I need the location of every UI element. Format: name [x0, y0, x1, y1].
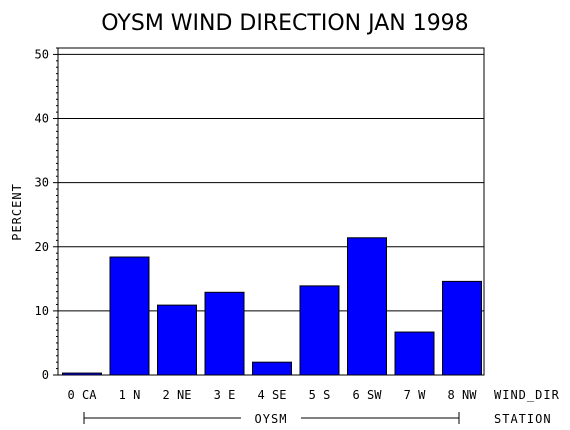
x-axis-label: WIND_DIR	[494, 388, 560, 402]
x-tick-label: 1 N	[119, 388, 141, 402]
y-tick-label: 20	[35, 240, 49, 254]
bar	[394, 331, 435, 376]
bar	[299, 285, 340, 376]
chart-title: OYSM WIND DIRECTION JAN 1998	[101, 11, 468, 36]
y-axis-label: PERCENT	[10, 183, 24, 241]
bar	[442, 280, 482, 376]
x-tick-label: 0 CA	[68, 388, 98, 402]
x-tick-label: 2 NE	[163, 388, 192, 402]
y-tick-labels: 0 10 20 30 40 50	[35, 47, 58, 382]
plot-frame	[57, 47, 485, 376]
y-minor-ticks	[56, 47, 58, 370]
station-axis-label: STATION	[494, 412, 552, 426]
y-tick-label: 10	[35, 304, 49, 318]
y-tick-label: 40	[35, 112, 49, 126]
x-tick-labels: 0 CA 1 N 2 NE 3 E 4 SE 5 S 6 SW 7 W 8 NW	[68, 388, 478, 402]
bar	[347, 237, 387, 376]
x-tick-label: 7 W	[404, 388, 426, 402]
y-tick-label: 30	[35, 176, 49, 190]
station-bracket	[83, 412, 460, 424]
x-tick-label: 6 SW	[353, 388, 383, 402]
bar	[157, 304, 197, 376]
x-tick-label: 8 NW	[448, 388, 478, 402]
y-tick-label: 50	[35, 47, 49, 61]
bar	[252, 361, 292, 376]
station-group-label: OYSM	[255, 412, 288, 426]
x-tick-label: 4 SE	[258, 388, 287, 402]
x-tick-label: 3 E	[214, 388, 236, 402]
bar	[204, 291, 245, 376]
gridlines	[58, 53, 484, 312]
y-tick-label: 0	[42, 368, 49, 382]
bar	[109, 256, 150, 376]
x-tick-label: 5 S	[309, 388, 331, 402]
bars	[62, 237, 482, 376]
